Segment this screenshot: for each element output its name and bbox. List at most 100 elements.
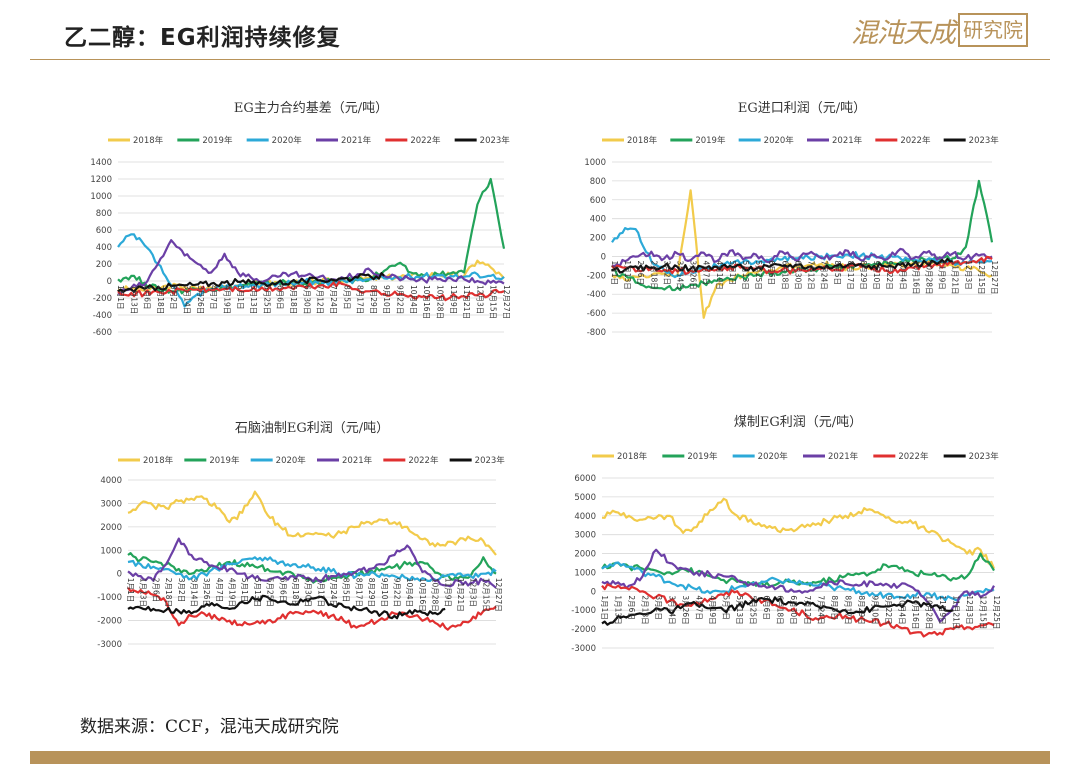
- x-tick-label: 1月1日: [116, 285, 125, 310]
- x-tick-label: 9月22日: [884, 595, 893, 624]
- x-tick-label: 5月25日: [266, 578, 275, 607]
- x-tick-label: 10月16日: [422, 285, 431, 319]
- y-tick-label: 3000: [100, 499, 122, 509]
- series-line-2018年: [127, 490, 497, 556]
- chart-eg-import-profit: EG进口利润（元/吨） 2018年 2019年 2020年 2021年 2022年 2023…: [560, 96, 1030, 346]
- series-line-2022年: [611, 255, 993, 275]
- y-tick-label: 2000: [574, 550, 596, 560]
- series-line-2021年: [117, 239, 505, 295]
- x-tick-label: 9月10日: [872, 260, 881, 289]
- y-tick-label: 400: [590, 215, 606, 225]
- y-tick-label: 4000: [574, 512, 596, 522]
- c3-svg: 石脑油制EG利润（元/吨）2018年 2019年 2020年 2021年 2022年 20…: [97, 421, 505, 650]
- y-tick-label: -3000: [571, 644, 596, 654]
- c4-svg: 煤制EG利润（元/吨） 2018年 2019年 2020年 2021年 2022年 2023…: [571, 415, 1001, 654]
- x-tick-label: 1月13日: [614, 595, 623, 624]
- legend-label: 2018年: [617, 451, 648, 462]
- x-tick-label: 6月6日: [278, 578, 287, 603]
- y-tick-label: 5000: [574, 493, 596, 503]
- x-tick-label: 8月5日: [830, 595, 839, 620]
- x-tick-label: 7月12日: [316, 578, 325, 607]
- x-tick-label: 6月18日: [289, 285, 298, 314]
- c2-svg: EG进口利润（元/吨） 2018年 2019年 2020年 2021年 2022年 2023…: [584, 101, 999, 338]
- y-tick-label: 1000: [100, 546, 122, 556]
- x-tick-label: 11月9日: [938, 595, 947, 624]
- series-line-2018年: [601, 497, 996, 570]
- x-tick-label: 8月5日: [833, 260, 842, 285]
- y-tick-label: 200: [590, 234, 606, 244]
- x-tick-label: 12月3日: [475, 285, 484, 314]
- series-line-2023年: [117, 272, 385, 293]
- x-tick-label: 8月29日: [367, 578, 376, 607]
- x-tick-label: 5月25日: [262, 285, 271, 314]
- x-tick-label: 7月24日: [329, 578, 338, 607]
- chart-title: 石脑油制EG利润（元/吨）: [235, 421, 389, 436]
- x-tick-label: 8月17日: [354, 578, 363, 607]
- x-tick-label: 3月2日: [177, 578, 186, 603]
- legend-label: 2018年: [627, 135, 658, 146]
- x-tick-label: 2月6日: [627, 595, 636, 620]
- x-tick-label: 9月10日: [380, 578, 389, 607]
- x-tick-label: 3月2日: [654, 595, 663, 620]
- x-tick-label: 6月30日: [302, 285, 311, 314]
- x-tick-label: 5月13日: [249, 285, 258, 314]
- x-tick-label: 5月1日: [722, 595, 731, 620]
- x-tick-label: 4月7日: [695, 595, 704, 620]
- series-line-2020年: [117, 233, 505, 308]
- legend-label: 2020年: [276, 455, 307, 466]
- y-tick-label: 0: [107, 277, 112, 287]
- x-tick-label: 7月12日: [807, 260, 816, 289]
- x-tick-label: 1月13日: [129, 285, 138, 314]
- y-tick-label: -600: [587, 309, 606, 319]
- x-tick-label: 2月18日: [649, 260, 658, 289]
- x-tick-label: 12月27日: [494, 578, 503, 612]
- x-tick-label: 1月1日: [610, 260, 619, 285]
- logo-script-text: 混沌天成: [851, 17, 956, 49]
- x-tick-label: 9月10日: [382, 285, 391, 314]
- chart-title: EG主力合约基差（元/吨）: [234, 101, 388, 116]
- c1-svg: EG主力合约基差（元/吨）2018年 2019年 2020年 2021年 2022年 20…: [90, 101, 511, 338]
- legend-label: 2018年: [133, 135, 164, 146]
- x-tick-label: 9月22日: [396, 285, 405, 314]
- legend-label: 2022年: [408, 455, 439, 466]
- x-tick-label: 3月26日: [689, 260, 698, 289]
- x-tick-label: 8月29日: [369, 285, 378, 314]
- y-tick-label: 1000: [574, 568, 596, 578]
- x-tick-label: 11月21日: [456, 578, 465, 612]
- chart-legend: 2018年 2019年 2020年 2021年 2022年 2023年: [602, 135, 999, 146]
- y-tick-label: 600: [96, 226, 112, 236]
- x-tick-label: 6月30日: [304, 578, 313, 607]
- series-line-2020年: [611, 227, 993, 279]
- x-tick-label: 7月12日: [316, 285, 325, 314]
- x-tick-label: 7月12日: [803, 595, 812, 624]
- x-tick-label: 12月3日: [965, 595, 974, 624]
- x-tick-label: 4月19日: [708, 595, 717, 624]
- series-line-2023年: [601, 596, 954, 626]
- x-tick-label: 3月14日: [668, 595, 677, 624]
- x-tick-label: 2月6日: [143, 285, 152, 310]
- y-tick-label: 400: [96, 243, 112, 253]
- x-tick-label: 4月19日: [222, 285, 231, 314]
- x-tick-label: 8月29日: [859, 260, 868, 289]
- series-line-2023年: [127, 594, 446, 620]
- y-tick-label: 6000: [574, 474, 596, 484]
- legend-label: 2021年: [342, 455, 373, 466]
- x-tick-label: 3月2日: [662, 260, 671, 285]
- legend-label: 2020年: [764, 135, 795, 146]
- legend-label: 2022年: [410, 135, 441, 146]
- chart-legend: 2018年 2019年 2020年 2021年 2022年 2023年: [108, 135, 510, 146]
- legend-label: 2020年: [758, 451, 789, 462]
- x-tick-label: 2月18日: [156, 285, 165, 314]
- y-tick-label: -1000: [97, 593, 122, 603]
- x-tick-label: 7月24日: [816, 595, 825, 624]
- x-tick-label: 9月22日: [392, 578, 401, 607]
- series-line-2022年: [127, 587, 497, 631]
- legend-label: 2019年: [202, 135, 233, 146]
- legend-label: 2021年: [828, 451, 859, 462]
- legend-label: 2022年: [898, 451, 929, 462]
- chart-title: EG进口利润（元/吨）: [738, 101, 866, 116]
- x-tick-label: 11月9日: [938, 260, 947, 289]
- x-tick-label: 11月21日: [462, 285, 471, 319]
- x-tick-label: 3月14日: [676, 260, 685, 289]
- x-tick-label: 12月15日: [489, 285, 498, 319]
